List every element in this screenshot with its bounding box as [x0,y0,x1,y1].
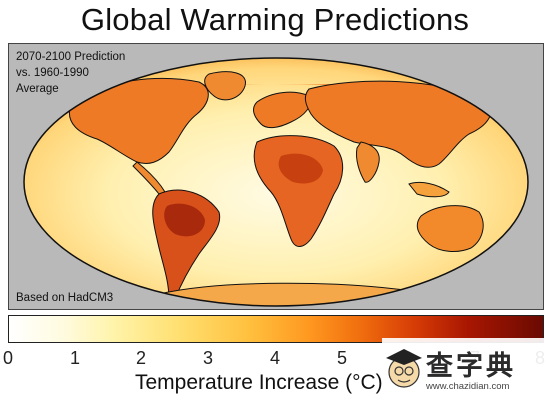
australia [416,205,484,252]
watermark-brand: 查字典 [426,351,516,381]
tick-label: 4 [269,348,281,368]
europe [253,91,311,129]
africa [253,135,344,247]
map-panel: 2070-2100 Prediction vs. 1960-1990 Avera… [8,43,544,310]
southeast-asia [408,181,450,198]
prediction-caption: 2070-2100 Prediction vs. 1960-1990 Avera… [16,51,126,95]
source-note: Based on HadCM3 [16,292,114,304]
tick-label: 2 [135,348,147,368]
tick-label: 0 [2,348,14,368]
colorbar-label: Temperature Increase (°C) [135,371,383,394]
tick-label: 5 [336,348,348,368]
tick-label: 3 [202,348,214,368]
north-america [68,78,209,165]
watermark-url: www.chazidian.com [426,381,510,392]
greenland [204,71,246,101]
continents [39,71,519,306]
tick-label: 1 [69,348,81,368]
globe-outline [23,57,529,307]
watermark-logo [382,338,550,401]
site-watermark: 查字典 www.chazidian.com [382,338,550,401]
amazon-hotspot [164,203,205,237]
india [356,141,380,183]
world-temperature-map [23,57,529,307]
map-title: Global Warming Predictions [80,2,470,37]
africa-hotspot [278,153,323,184]
